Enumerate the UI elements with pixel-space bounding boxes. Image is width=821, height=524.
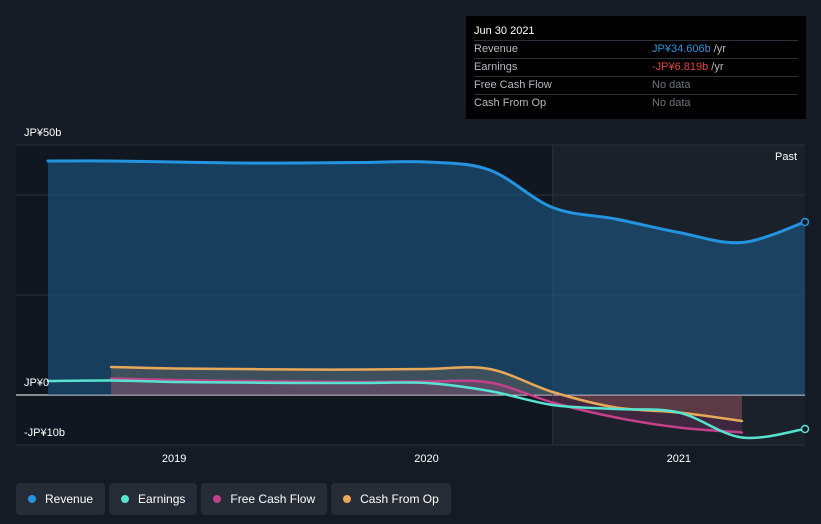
tooltip-row-cash-from-op: Cash From Op No data [474,95,798,112]
legend: Revenue Earnings Free Cash Flow Cash Fro… [16,483,455,515]
legend-label: Earnings [138,492,186,506]
tooltip-value: -JP¥6.819b [652,61,709,73]
legend-dot-icon [28,495,36,503]
y-tick-label-zero: JP¥0 [24,377,49,389]
legend-dot-icon [343,495,352,503]
y-tick-label-top: JP¥50b [24,127,61,139]
series-line-free-cash-flow [109,377,744,434]
legend-dot-icon [213,495,222,503]
end-marker-revenue [800,217,810,227]
tooltip-unit: /yr [713,43,726,55]
x-tick-label-2019: 2019 [162,453,186,465]
legend-label: Free Cash Flow [230,492,316,506]
legend-item-revenue[interactable]: Revenue [16,483,106,515]
legend-item-earnings[interactable]: Earnings [109,483,198,515]
legend-item-cash-from-op[interactable]: Cash From Op [331,483,451,515]
tooltip-value: No data [652,97,691,109]
legend-label: Cash From Op [360,492,439,506]
tooltip-label: Revenue [474,43,519,55]
legend-item-free-cash-flow[interactable]: Free Cash Flow [201,483,328,515]
x-tick-label-2021: 2021 [667,453,691,465]
x-tick-label-2020: 2020 [414,453,438,465]
tooltip-row-free-cash-flow: Free Cash Flow No data [474,77,798,95]
legend-label: Revenue [45,492,94,506]
tooltip-label: Free Cash Flow [474,79,552,91]
tooltip-label: Earnings [474,61,518,73]
legend-dot-icon [121,495,130,503]
tooltip-date: Jun 30 2021 [474,24,798,41]
series-line-earnings [46,379,807,440]
tooltip-label: Cash From Op [474,97,547,109]
y-tick-label-bottom: -JP¥10b [24,427,65,439]
tooltip-unit: /yr [711,61,724,73]
tooltip-row-revenue: Revenue JP¥34.606b /yr [474,41,798,59]
tooltip-row-earnings: Earnings -JP¥6.819b /yr [474,59,798,77]
series-line-revenue [46,159,807,245]
tooltip-value: No data [652,79,691,91]
past-label: Past [775,151,797,163]
area-free-cash-flow [111,378,742,433]
tooltip: Jun 30 2021 Revenue JP¥34.606b /yr Earni… [466,16,806,119]
tooltip-value: JP¥34.606b [652,43,711,55]
end-marker-earnings [800,424,810,434]
